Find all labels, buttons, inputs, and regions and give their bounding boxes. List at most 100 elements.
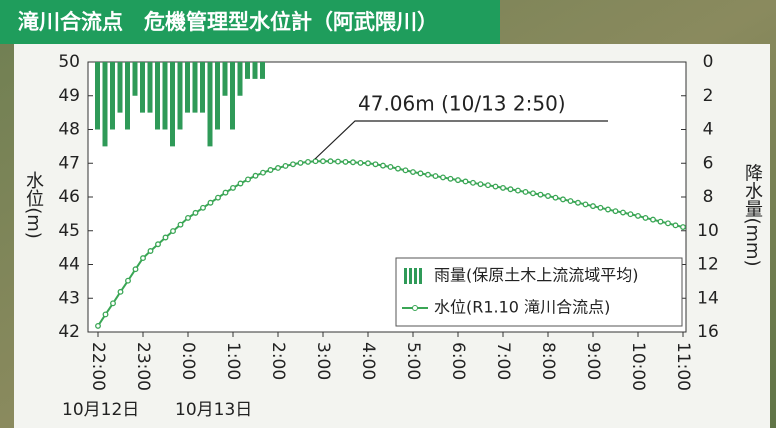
level-point xyxy=(297,159,304,166)
y2-tick-label: 14 xyxy=(697,288,719,308)
y2-tick-label: 0 xyxy=(703,52,714,72)
level-point xyxy=(140,255,146,262)
level-point xyxy=(605,206,611,213)
y2-tick-label: 16 xyxy=(697,322,719,342)
level-point xyxy=(110,300,116,307)
level-point xyxy=(132,266,139,273)
level-point xyxy=(95,322,101,329)
level-point xyxy=(507,186,514,193)
level-point xyxy=(432,173,439,180)
level-point xyxy=(485,182,491,189)
rain-bar xyxy=(155,62,160,130)
level-point xyxy=(342,158,349,165)
legend-swatch xyxy=(409,268,412,284)
level-point xyxy=(222,189,229,196)
rain-bar xyxy=(170,62,175,147)
level-point xyxy=(582,201,589,208)
rain-bar xyxy=(177,62,183,130)
level-point xyxy=(365,160,371,167)
level-point xyxy=(492,183,499,190)
level-point xyxy=(447,175,454,182)
legend-label: 雨量(保原土木上流流域平均) xyxy=(434,266,639,285)
y-tick-label: 44 xyxy=(58,255,80,275)
level-point xyxy=(597,204,604,211)
level-point xyxy=(117,288,124,295)
x-tick-label: 22:00 xyxy=(88,342,108,391)
y2-axis-label: 降水量(mm) xyxy=(742,163,763,266)
rain-bar xyxy=(110,62,115,130)
level-point xyxy=(672,222,679,229)
level-point xyxy=(530,190,536,197)
level-point xyxy=(462,178,469,185)
level-point xyxy=(162,234,169,241)
rain-bar xyxy=(162,62,168,130)
level-point xyxy=(650,216,656,223)
y-tick-label: 47 xyxy=(58,153,80,173)
level-point xyxy=(215,194,221,201)
rain-bar xyxy=(252,62,258,79)
level-point xyxy=(207,199,214,206)
x-tick-label: 11:00 xyxy=(673,342,693,391)
level-point xyxy=(455,177,461,184)
level-point xyxy=(500,184,506,191)
level-point xyxy=(102,311,109,318)
level-point xyxy=(425,171,431,178)
level-point xyxy=(657,218,664,225)
level-point xyxy=(327,158,334,165)
level-point xyxy=(537,191,544,198)
level-point xyxy=(230,184,236,191)
level-point xyxy=(305,158,311,165)
y-tick-label: 43 xyxy=(58,288,80,308)
y-tick-label: 49 xyxy=(58,86,80,106)
y-tick-label: 46 xyxy=(58,187,80,207)
x-tick-label: 1:00 xyxy=(223,342,243,380)
level-point xyxy=(380,162,386,169)
y2-tick-label: 2 xyxy=(703,86,714,106)
level-point xyxy=(567,198,574,204)
rain-bar xyxy=(147,62,153,113)
x-tick-label: 9:00 xyxy=(583,342,603,380)
rain-bar xyxy=(140,62,145,113)
level-point xyxy=(350,159,356,166)
y-tick-label: 48 xyxy=(58,120,80,140)
title-banner xyxy=(0,0,500,44)
level-point xyxy=(635,212,641,219)
rain-bar xyxy=(192,62,198,113)
level-point xyxy=(620,209,626,216)
level-point xyxy=(560,196,566,203)
x-tick-label: 2:00 xyxy=(268,342,288,380)
rain-bar xyxy=(245,62,250,79)
y2-tick-label: 12 xyxy=(697,255,719,275)
rain-bar xyxy=(207,62,213,147)
y2-tick-label: 6 xyxy=(703,153,714,173)
level-point xyxy=(282,162,289,169)
rain-bar xyxy=(125,62,130,130)
annotation: 47.06m (10/13 2:50) xyxy=(358,92,566,116)
y-tick-label: 45 xyxy=(58,221,80,241)
level-point xyxy=(417,170,424,177)
level-point xyxy=(320,158,326,165)
level-point xyxy=(357,159,364,166)
level-point xyxy=(335,158,341,165)
level-point xyxy=(612,208,619,215)
level-point xyxy=(627,211,634,218)
level-point xyxy=(545,193,551,199)
y2-tick-label: 10 xyxy=(697,221,719,241)
rain-bar xyxy=(95,62,100,130)
rain-bar xyxy=(117,62,123,113)
level-point xyxy=(185,214,191,221)
level-point xyxy=(470,179,476,186)
level-point xyxy=(312,158,319,165)
y-tick-label: 50 xyxy=(58,52,80,72)
rain-bar xyxy=(222,62,228,96)
level-point xyxy=(477,181,484,188)
level-point xyxy=(260,169,266,176)
x-tick-label: 3:00 xyxy=(313,342,333,380)
level-point xyxy=(665,220,671,227)
level-point xyxy=(575,199,581,206)
x-tick-label: 6:00 xyxy=(448,342,468,380)
level-point xyxy=(252,172,259,179)
annotation-leader xyxy=(314,120,608,160)
